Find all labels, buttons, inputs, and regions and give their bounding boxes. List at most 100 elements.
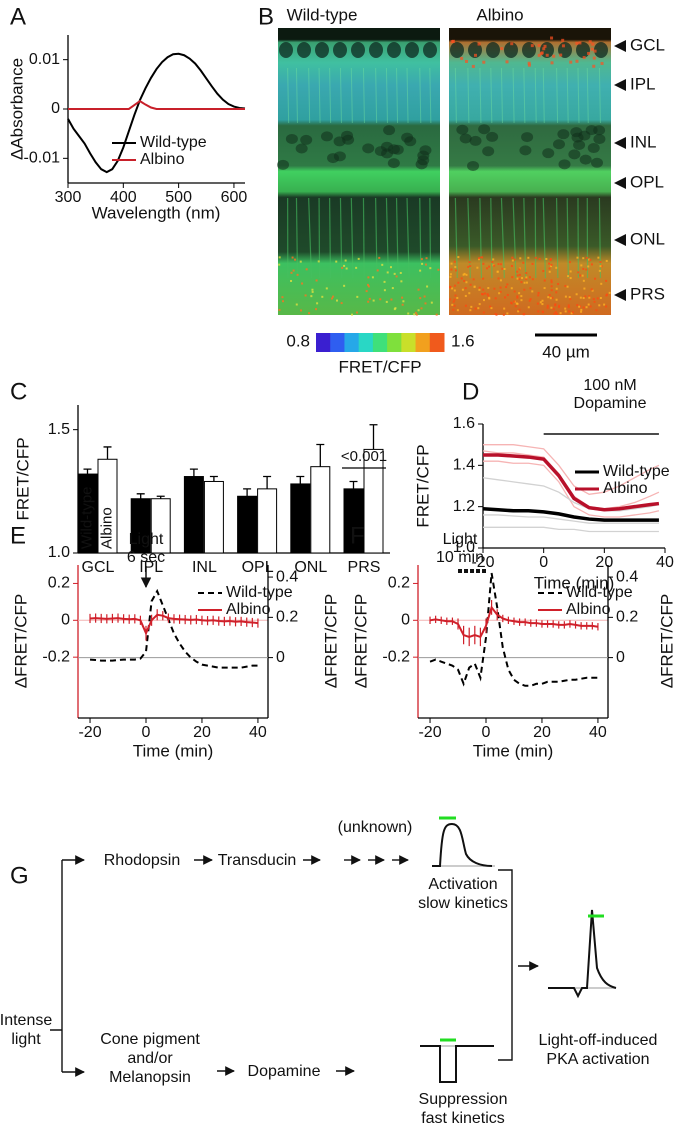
speckle [415,313,418,316]
speckle [510,301,513,304]
trace [483,444,660,495]
speckle [545,257,548,260]
speckle [487,294,490,297]
speckle [497,277,500,280]
speckle [341,266,344,269]
speckle [487,287,490,290]
error-bar [136,493,145,499]
cell-body [478,124,491,135]
speckle [365,290,368,293]
speckle [580,264,583,267]
speckle [424,302,427,305]
layer-pointer [614,289,626,301]
x-tick-label: 600 [221,189,248,206]
cell-body [405,42,419,58]
speckle [550,265,553,268]
speckle [368,297,371,300]
speckle [503,307,506,310]
speckle [371,276,374,279]
speckle [564,307,567,310]
layer-label: OPL [630,172,664,191]
y2-tick-label: 0.2 [616,609,638,626]
speckle [582,267,585,270]
speckle [587,265,590,268]
speckle [569,277,572,280]
speckle [518,292,521,295]
x-tick-label: 300 [55,189,82,206]
speckle [449,273,452,276]
speckle [555,266,558,269]
speckle [506,293,509,296]
process [586,67,589,124]
speckle [531,278,534,281]
node-label: Light-off-induced [539,1032,658,1049]
process [295,67,298,124]
speckle [510,287,513,290]
bar [290,483,311,554]
process [339,197,343,279]
speckle [482,262,485,265]
speckle [579,274,582,277]
colorbar-swatch [387,333,402,352]
speckle [482,299,485,302]
speckle [520,295,523,298]
speckle [529,287,532,290]
speckle [561,38,565,42]
speckle [315,308,318,311]
process [534,67,537,124]
speckle [511,256,514,259]
speckle [577,271,580,274]
speckle [594,277,597,280]
x-tick-label: IPL [139,559,163,576]
speckle [477,258,480,261]
line-series [482,506,659,522]
speckle [582,257,585,260]
speckle [536,302,539,305]
process [534,197,537,279]
speckle [454,266,457,269]
process [467,67,470,124]
cell-body [459,133,472,144]
cell-body [320,131,333,142]
speckle [595,309,598,312]
speckle [419,297,422,300]
error-bar [263,475,272,489]
speckle [395,275,398,278]
speckle [498,292,501,295]
cell-body [486,42,500,58]
speckle [481,256,484,259]
speckle [569,298,572,301]
speckle [525,277,528,280]
y-tick-label: -0.2 [382,648,410,665]
layer-pointer [614,234,626,246]
node-label: Transducin [218,852,297,869]
speckle [564,310,567,313]
colorbar-min: 0.8 [286,331,310,350]
speckle [550,263,553,266]
speckle [600,282,603,285]
speckle [281,296,284,299]
colorbar-swatch [401,333,417,352]
line-series [483,453,660,512]
process [556,67,559,124]
cell-body [387,42,401,58]
x-tick-label: 20 [193,724,211,741]
speckle [553,312,556,315]
process [577,67,580,124]
speckle [492,258,495,261]
bar [203,480,224,554]
speckle [527,306,530,309]
error-bar [189,468,198,477]
speckle [482,60,486,64]
speckle [367,300,370,303]
speckle [590,263,593,266]
cell-body [369,42,383,58]
process [395,197,399,279]
panel-letter: F [350,522,365,549]
colorbar-swatch [358,333,374,352]
speckle [550,61,554,65]
x-tick-label: 0 [142,724,151,741]
error-bar [83,468,92,475]
speckle [530,44,534,48]
process [523,197,527,279]
